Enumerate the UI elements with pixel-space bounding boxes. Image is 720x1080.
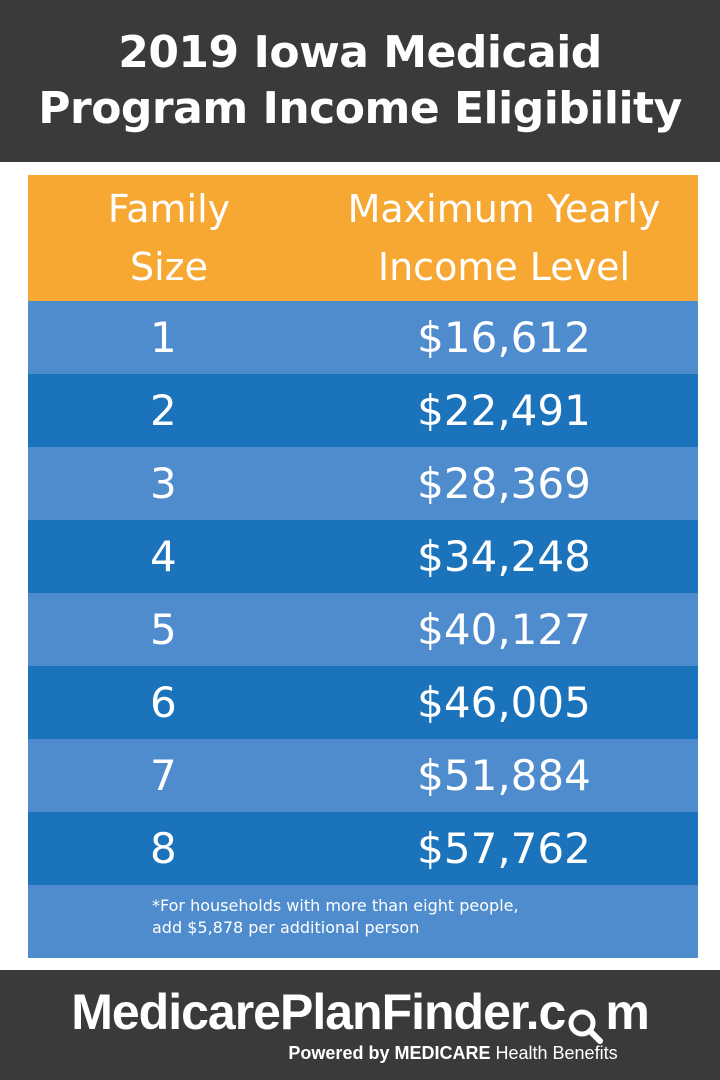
table-header: Family Size Maximum Yearly Income Level	[28, 175, 698, 301]
magnifier-icon	[567, 997, 604, 1044]
table-row: 7 $51,884	[28, 739, 698, 812]
header-family-size: Family Size	[28, 175, 310, 301]
income-cell: $22,491	[417, 386, 591, 435]
tagline-rest: Health Benefits	[495, 1043, 618, 1063]
table-row: 5 $40,127	[28, 593, 698, 666]
family-size-cell: 6	[150, 678, 177, 727]
page-footer: MedicarePlanFinder.c m Powered by MEDICA…	[0, 970, 720, 1080]
income-cell: $57,762	[417, 824, 591, 873]
family-size-cell: 7	[150, 751, 177, 800]
brand-tagline: Powered by MEDICARE Health Benefits	[288, 1042, 617, 1064]
income-cell: $46,005	[417, 678, 591, 727]
tagline-powered: Powered by	[288, 1043, 390, 1063]
income-cell: $16,612	[417, 313, 591, 362]
family-size-cell: 3	[150, 459, 177, 508]
page-header: 2019 Iowa Medicaid Program Income Eligib…	[0, 0, 720, 162]
tagline-medicare: MEDICARE	[394, 1043, 491, 1063]
income-cell: $51,884	[417, 751, 591, 800]
footnote-line1: *For households with more than eight peo…	[152, 896, 519, 915]
page-title-line2: Program Income Eligibility	[38, 83, 682, 134]
table-row: 1 $16,612	[28, 301, 698, 374]
footnote-line2: add $5,878 per additional person	[152, 918, 420, 937]
income-cell: $40,127	[417, 605, 591, 654]
income-cell: $28,369	[417, 459, 591, 508]
header-income-level-line1: Maximum Yearly	[347, 187, 661, 231]
family-size-cell: 1	[150, 313, 177, 362]
header-family-size-line2: Size	[129, 245, 208, 289]
family-size-cell: 8	[150, 824, 177, 873]
family-size-cell: 2	[150, 386, 177, 435]
table-row: 6 $46,005	[28, 666, 698, 739]
page-title-line1: 2019 Iowa Medicaid	[118, 27, 602, 78]
brand-text-part2: m	[605, 984, 649, 1040]
brand-text-part1: MedicarePlanFinder.c	[71, 984, 566, 1040]
header-income-level: Maximum Yearly Income Level	[310, 175, 698, 301]
header-family-size-line1: Family	[107, 187, 231, 231]
header-income-level-line2: Income Level	[377, 245, 631, 289]
brand-logo: MedicarePlanFinder.c m	[71, 982, 650, 1044]
income-cell: $34,248	[417, 532, 591, 581]
table-footnote: *For households with more than eight peo…	[28, 885, 698, 958]
table-row: 3 $28,369	[28, 447, 698, 520]
table-row: 2 $22,491	[28, 374, 698, 447]
family-size-cell: 5	[150, 605, 177, 654]
table-row: 4 $34,248	[28, 520, 698, 593]
income-table: Family Size Maximum Yearly Income Level …	[28, 175, 698, 958]
family-size-cell: 4	[150, 532, 177, 581]
table-row: 8 $57,762	[28, 812, 698, 885]
